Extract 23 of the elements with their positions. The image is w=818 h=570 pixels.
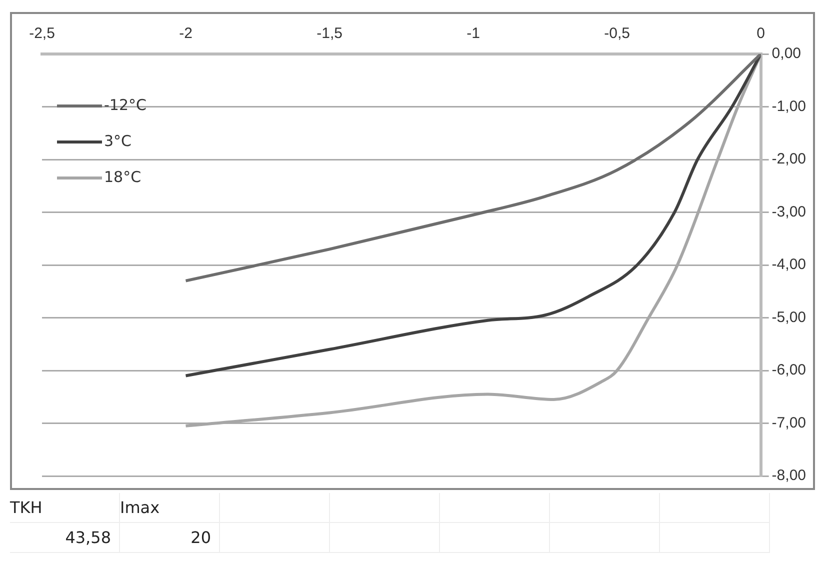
text: 43,58 <box>10 523 120 553</box>
y-tick-label: -2,00 <box>772 150 806 168</box>
y-tick-label: -3,00 <box>772 203 806 220</box>
text: Imax <box>120 493 220 523</box>
y-tick-label: -7,00 <box>772 414 806 432</box>
y-tick-label: -8,00 <box>772 467 806 484</box>
y-tick-label: -5,00 <box>772 308 806 326</box>
text: TKH <box>10 493 120 523</box>
legend-label: -12°C <box>104 96 146 114</box>
legend-label: 3°C <box>104 132 132 150</box>
y-tick-label: -4,00 <box>772 256 806 274</box>
x-tick-label: -1,5 <box>316 25 342 42</box>
line-series <box>184 54 761 282</box>
x-tick-label: -2,5 <box>29 25 55 42</box>
legend-label: 18°C <box>104 168 142 186</box>
x-tick-label: -0,5 <box>604 25 630 42</box>
y-tick-label: -6,00 <box>772 362 806 379</box>
y-tick-label: -1,00 <box>772 98 806 115</box>
y-tick-label: 0,00 <box>772 45 802 62</box>
text: 20 <box>120 523 220 553</box>
x-tick-label: 0 <box>756 25 765 42</box>
x-tick-label: -1 <box>466 25 480 42</box>
x-tick-label: -2 <box>179 25 192 42</box>
